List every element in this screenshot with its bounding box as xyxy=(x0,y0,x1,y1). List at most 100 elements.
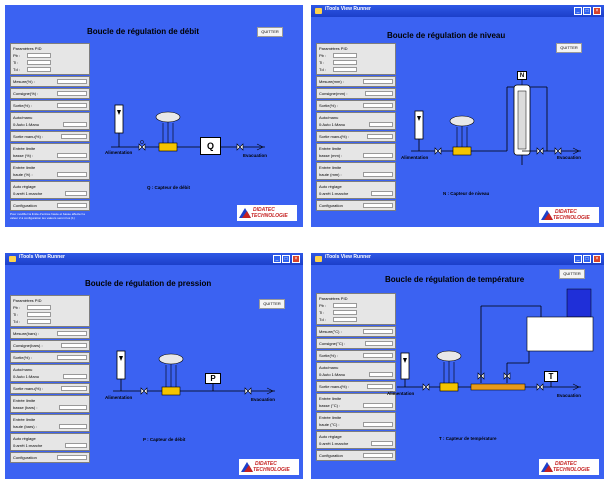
quit-button[interactable]: QUITTER xyxy=(257,27,283,37)
maximize-button[interactable]: □ xyxy=(282,255,290,263)
ti-input[interactable] xyxy=(333,310,357,315)
config-note: Pour modifier la limite d'entrée haute e… xyxy=(10,212,85,220)
alimentation-label: Alimentation xyxy=(105,395,133,400)
sortie-manu-input[interactable] xyxy=(367,134,393,139)
temperature-sensor-box: T xyxy=(544,371,558,382)
close-button[interactable]: × xyxy=(593,255,601,263)
entree-basse-label-2: basse (mm) : xyxy=(319,153,343,158)
entree-basse-input[interactable] xyxy=(57,153,87,158)
window-titlebar: iTools View Runner _ □ × xyxy=(5,253,303,265)
entree-haute-input[interactable] xyxy=(363,422,393,427)
didatec-logo: DIDATEC TECHNOLOGIE xyxy=(239,459,299,475)
entree-haute-input[interactable] xyxy=(363,172,393,177)
mesure-input[interactable] xyxy=(57,79,87,84)
app-icon xyxy=(315,8,322,14)
quit-button[interactable]: QUITTER xyxy=(559,269,585,279)
alimentation-label: Alimentation xyxy=(401,155,429,160)
pid-group: Paramètres PID Pb : Ti : Td : xyxy=(10,43,90,75)
pb-input[interactable] xyxy=(333,303,357,308)
sortie-manu-input[interactable] xyxy=(61,386,87,391)
maximize-button[interactable]: □ xyxy=(583,255,591,263)
configuration-input[interactable] xyxy=(57,455,87,460)
entree-basse-input[interactable] xyxy=(363,403,393,408)
automanu-input[interactable] xyxy=(63,122,87,127)
minimize-button[interactable]: _ xyxy=(574,7,582,15)
consigne-input[interactable] xyxy=(61,343,87,348)
sortie-input[interactable] xyxy=(363,353,393,358)
sortie-input[interactable] xyxy=(57,103,87,108)
consigne-input[interactable] xyxy=(365,91,393,96)
entree-haute-input[interactable] xyxy=(59,424,87,429)
automanu-input[interactable] xyxy=(369,122,393,127)
page-title: Boucle de régulation de pression xyxy=(85,279,212,288)
process-diagram xyxy=(111,104,265,152)
consigne-input[interactable] xyxy=(365,341,393,346)
tank-water-icon xyxy=(566,288,592,318)
auto-reglage-options: 0:arrêt 1:marche xyxy=(319,191,349,196)
sensor-caption: Q : Capteur de débit xyxy=(147,185,191,190)
mesure-input[interactable] xyxy=(57,331,87,336)
flowmeter-icon xyxy=(400,352,410,380)
consigne-label: Consigne(%) : xyxy=(13,91,39,96)
automanu-input[interactable] xyxy=(63,374,87,379)
entree-haute-label-1: Entrée limite xyxy=(13,165,36,170)
auto-reglage-input[interactable] xyxy=(371,191,393,196)
evac-valve-icon xyxy=(236,143,244,151)
consigne-label: Consigne(mm) : xyxy=(319,91,348,96)
entree-haute-input[interactable] xyxy=(57,172,87,177)
ti-input[interactable] xyxy=(27,60,51,65)
sortie-manu-label: Sortie manu(%) : xyxy=(319,384,350,389)
consigne-input[interactable] xyxy=(57,91,87,96)
sortie-input[interactable] xyxy=(363,103,393,108)
automanu-label: Auto/manu xyxy=(319,365,339,370)
sortie-label: Sortie(%) : xyxy=(319,353,338,358)
quit-button[interactable]: QUITTER xyxy=(556,43,582,53)
maximize-button[interactable]: □ xyxy=(583,7,591,15)
window-title: iTools View Runner xyxy=(325,254,371,260)
pb-label: Pb : xyxy=(13,305,21,310)
close-button[interactable]: × xyxy=(292,255,300,263)
sortie-manu-label: Sortie manu(%) : xyxy=(13,134,44,139)
td-input[interactable] xyxy=(333,317,357,322)
app-icon xyxy=(315,256,322,262)
minimize-button[interactable]: _ xyxy=(574,255,582,263)
sortie-manu-input[interactable] xyxy=(61,134,87,139)
pb-input[interactable] xyxy=(333,53,357,58)
minimize-button[interactable]: _ xyxy=(273,255,281,263)
sortie-input[interactable] xyxy=(57,355,87,360)
configuration-input[interactable] xyxy=(57,203,87,208)
mesure-input[interactable] xyxy=(363,329,393,334)
entree-basse-label-2: basse (°C) : xyxy=(319,403,341,408)
auto-reglage-options: 0:arrêt 1:marche xyxy=(13,443,43,448)
automanu-label: Auto/manu xyxy=(13,367,33,372)
entree-basse-input[interactable] xyxy=(59,405,87,410)
ti-input[interactable] xyxy=(333,60,357,65)
close-button[interactable]: × xyxy=(593,7,601,15)
ti-input[interactable] xyxy=(27,312,51,317)
pb-input[interactable] xyxy=(27,53,51,58)
td-input[interactable] xyxy=(27,67,51,72)
auto-reglage-input[interactable] xyxy=(371,441,393,446)
auto-reglage-input[interactable] xyxy=(65,443,87,448)
control-valve-icon xyxy=(449,115,475,127)
td-input[interactable] xyxy=(27,319,51,324)
pb-input[interactable] xyxy=(27,305,51,310)
auto-reglage-options: 0:arrêt 1:marche xyxy=(319,441,349,446)
evac-valve-icon xyxy=(536,147,544,155)
sortie-manu-input[interactable] xyxy=(367,384,393,389)
hand-valve-icon xyxy=(138,143,146,151)
automanu-input[interactable] xyxy=(369,372,393,377)
app-icon xyxy=(9,256,16,262)
td-input[interactable] xyxy=(333,67,357,72)
configuration-input[interactable] xyxy=(363,453,393,458)
quit-button[interactable]: QUITTER xyxy=(259,299,285,309)
automanu-options: 0:Auto 1:Manu xyxy=(319,372,346,377)
configuration-input[interactable] xyxy=(363,203,393,208)
page-title: Boucle de régulation de débit xyxy=(87,27,200,36)
auto-reglage-input[interactable] xyxy=(65,191,87,196)
evac-valve-icon xyxy=(244,387,252,395)
entree-basse-input[interactable] xyxy=(363,153,393,158)
mesure-input[interactable] xyxy=(363,79,393,84)
entree-haute-label-1: Entrée limite xyxy=(319,415,342,420)
window-titlebar: iTools View Runner _ □ × xyxy=(311,253,604,265)
